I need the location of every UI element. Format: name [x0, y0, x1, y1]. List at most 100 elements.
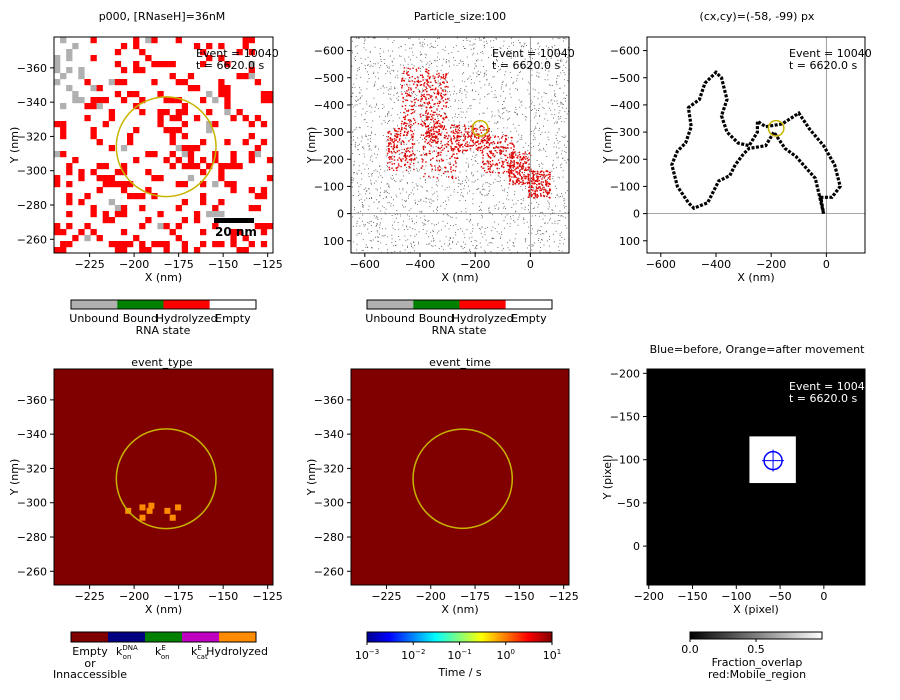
rna-point [414, 154, 416, 156]
rna-point [409, 127, 412, 129]
particle-point [384, 234, 386, 236]
rna-point [535, 189, 537, 191]
rna-point [536, 177, 539, 180]
rna-point [486, 140, 488, 142]
particle-point [530, 54, 532, 56]
particle-point [385, 191, 387, 193]
particle-point [524, 206, 526, 208]
rna-site [212, 205, 219, 212]
rna-point [434, 165, 436, 167]
rna-point [437, 76, 439, 78]
rna-site [230, 181, 237, 188]
particle-point [426, 54, 427, 56]
particle-point [426, 230, 428, 232]
rna-point [488, 127, 490, 130]
particle-point [547, 74, 549, 76]
rna-point [432, 88, 434, 91]
y-tick-label: −300 [314, 126, 344, 139]
particle-point [439, 82, 441, 83]
particle-point [368, 173, 370, 175]
particle-point [358, 143, 360, 145]
particle-point [556, 82, 558, 84]
rna-point [426, 78, 428, 81]
particle-point [385, 208, 387, 210]
particle-point [373, 201, 375, 203]
rna-point [485, 129, 488, 131]
rna-point [528, 196, 530, 198]
particle-point [449, 242, 451, 244]
particle-point [488, 121, 490, 123]
rna-point [456, 134, 459, 137]
particle-point [520, 71, 521, 73]
rna-point [459, 146, 461, 148]
rna-point [478, 133, 480, 136]
cb3-label-or: or [84, 657, 96, 670]
particle-point [560, 58, 562, 60]
rna-point [547, 191, 549, 194]
particle-point [455, 138, 457, 140]
particle-point [542, 106, 544, 108]
rna-site [120, 181, 128, 188]
particle-point [405, 49, 407, 51]
particle-point [421, 61, 423, 63]
particle-point [499, 180, 501, 182]
particle-point [416, 157, 418, 159]
particle-point [400, 45, 402, 47]
particle-point [463, 188, 465, 190]
particle-point [481, 174, 483, 176]
particle-point [373, 215, 375, 217]
particle-point [560, 167, 562, 168]
rna-point [506, 171, 508, 173]
particle-point [368, 188, 370, 190]
colorbar-segment [413, 300, 460, 309]
particle-point [457, 51, 459, 52]
rna-point [544, 181, 547, 183]
rna-point [482, 160, 484, 163]
particle-point [436, 232, 438, 234]
particle-point [359, 154, 361, 155]
particle-point [519, 72, 521, 73]
particle-point [360, 198, 362, 200]
rna-site [66, 49, 73, 56]
rna-site [84, 115, 91, 122]
rna-point [532, 177, 535, 179]
rna-point [421, 94, 424, 96]
y-tick-label: −320 [17, 462, 47, 475]
rna-point [512, 151, 514, 153]
particle-point [541, 96, 543, 98]
particle-point [555, 121, 557, 123]
rna-point [517, 162, 520, 164]
rna-site [54, 181, 61, 188]
rna-point [405, 124, 407, 127]
particle-point [475, 65, 477, 67]
rna-point [470, 134, 472, 136]
rna-site [127, 193, 134, 200]
particle-point [370, 126, 372, 128]
particle-point [351, 182, 353, 184]
rna-point [436, 122, 439, 125]
rna-point [407, 130, 409, 133]
particle-point [538, 72, 540, 74]
y-tick-label: −400 [610, 99, 640, 112]
rna-point [454, 157, 456, 159]
particle-point [373, 170, 375, 172]
rna-point [492, 163, 494, 165]
particle-point [435, 223, 437, 225]
particle-point [441, 185, 443, 187]
particle-point [410, 161, 412, 163]
rna-point [504, 134, 506, 137]
rna-site [200, 199, 207, 206]
particle-point [353, 83, 355, 85]
rna-point [522, 181, 524, 184]
particle-point [541, 238, 542, 240]
particle-point [394, 250, 396, 252]
particle-point [395, 181, 397, 182]
particle-point [365, 134, 367, 136]
particle-point [449, 140, 451, 142]
rna-point [388, 166, 390, 169]
region-circle [412, 428, 514, 530]
particle-point [439, 85, 441, 86]
particle-point [437, 178, 439, 180]
particle-point [519, 106, 521, 108]
particle-point [357, 149, 359, 151]
